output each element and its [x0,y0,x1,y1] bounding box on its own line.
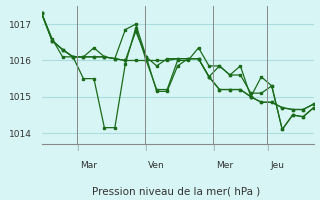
Text: |: | [212,144,214,151]
Text: Ven: Ven [148,161,164,170]
Text: |: | [76,144,78,151]
Text: |: | [266,144,268,151]
Text: Jeu: Jeu [270,161,284,170]
Text: Mer: Mer [216,161,233,170]
Text: |: | [144,144,146,151]
Text: Pression niveau de la mer( hPa ): Pression niveau de la mer( hPa ) [92,186,260,196]
Text: Mar: Mar [80,161,97,170]
